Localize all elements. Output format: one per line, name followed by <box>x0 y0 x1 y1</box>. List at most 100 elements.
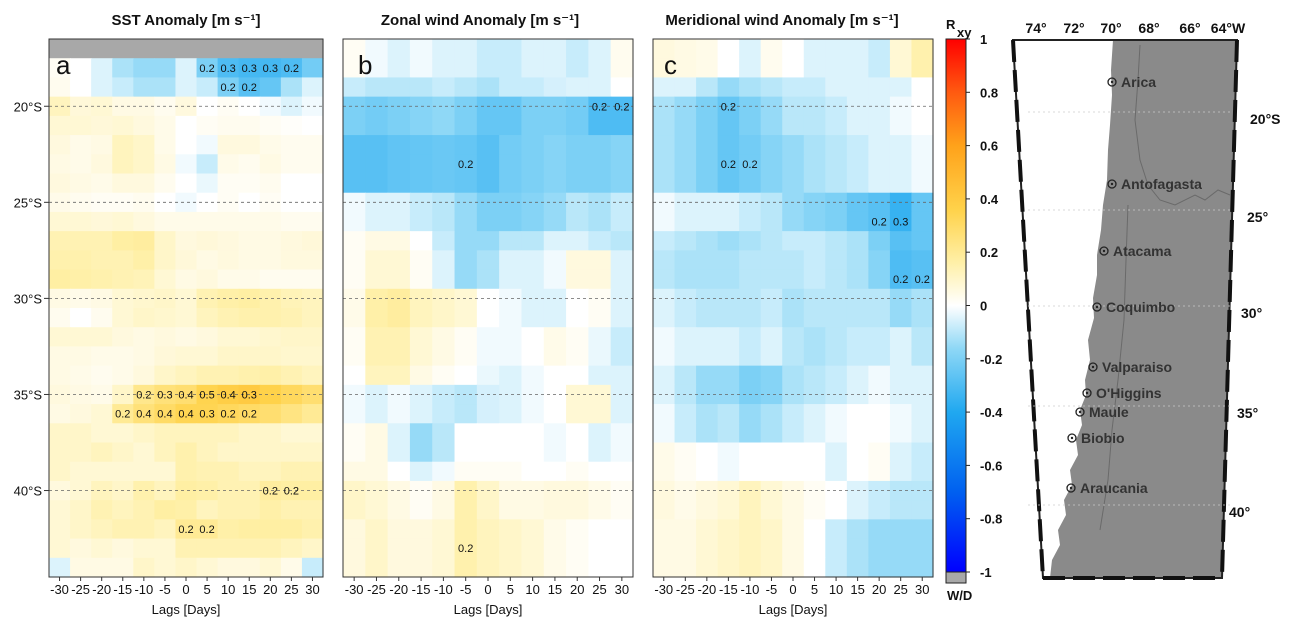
heatmap-cell <box>499 39 523 59</box>
heatmap-cell <box>409 269 433 290</box>
y-tick-label: 30°S <box>14 291 43 306</box>
heatmap-cell <box>175 58 198 79</box>
panel-a-heatmap: 0.2 0.3 0.3 0.3 0.2 0.2 0.2 0.2 0.3 0.4 0.5 0.4 0.3 0… <box>48 38 324 578</box>
heatmap-cell <box>739 500 762 520</box>
heatmap-cell <box>610 519 634 540</box>
heatmap-cell <box>259 288 282 309</box>
heatmap-cell <box>674 115 697 136</box>
heatmap-cell <box>653 442 676 463</box>
heatmap-cell <box>432 423 456 444</box>
heatmap-cell <box>301 154 324 175</box>
correlation-label: 0.2 <box>221 409 236 421</box>
heatmap-cell <box>49 500 71 520</box>
heatmap-cell <box>543 346 567 367</box>
x-tick-label: 0 <box>182 582 189 597</box>
heatmap-cell <box>387 404 411 424</box>
heatmap-cell <box>846 423 869 444</box>
heatmap-cell <box>70 404 92 424</box>
heatmap-cell <box>280 404 303 424</box>
heatmap-cell <box>499 442 523 463</box>
heatmap-cell <box>825 192 848 213</box>
heatmap-cell <box>259 154 282 175</box>
heatmap-cell <box>49 480 71 501</box>
heatmap-cell <box>238 346 261 367</box>
heatmap-cell <box>259 461 282 482</box>
correlation-label: 0.2 <box>178 524 193 536</box>
heatmap-cell <box>301 250 324 271</box>
heatmap-cell <box>454 154 478 175</box>
heatmap-cell <box>825 519 848 540</box>
heatmap-cell <box>782 538 805 559</box>
heatmap-cell <box>803 365 826 386</box>
place-marker <box>1107 179 1117 189</box>
panel-a-title: SST Anomaly [m s⁻¹] <box>111 12 260 29</box>
map-longitude-label: 74° <box>1025 20 1046 36</box>
heatmap-cell <box>499 58 523 79</box>
panel-b-title: Zonal wind Anomaly [m s⁻¹] <box>381 12 579 29</box>
x-tick-label: -25 <box>676 582 695 597</box>
heatmap-cell <box>280 173 303 194</box>
heatmap-cell <box>610 384 634 405</box>
heatmap-cell <box>653 77 676 98</box>
heatmap-cell <box>238 557 261 578</box>
heatmap-cell <box>259 250 282 271</box>
heatmap-cell <box>49 211 71 232</box>
heatmap-cell <box>301 58 324 79</box>
heatmap-cell <box>196 346 219 367</box>
heatmap-cell <box>91 423 113 444</box>
heatmap-cell <box>154 500 177 520</box>
heatmap-cell <box>825 308 848 328</box>
correlation-label: 0.2 <box>284 486 299 498</box>
heatmap-cell <box>499 404 523 424</box>
heatmap-cell <box>499 327 523 348</box>
heatmap-cell <box>653 115 676 136</box>
heatmap-cell <box>803 404 826 424</box>
heatmap-cell <box>175 269 198 290</box>
heatmap-cell <box>280 231 303 251</box>
x-tick-label: 20 <box>263 582 277 597</box>
heatmap-cell <box>889 173 913 194</box>
heatmap-cell <box>175 500 198 520</box>
heatmap-cell <box>739 231 762 251</box>
heatmap-cell <box>175 135 198 155</box>
heatmap-cell <box>280 135 303 155</box>
heatmap-cell <box>521 384 545 405</box>
heatmap-cell <box>343 96 366 117</box>
heatmap-cell <box>588 327 612 348</box>
panel-b-xlabel: Lags [Days] <box>454 602 523 617</box>
heatmap-cell <box>588 346 612 367</box>
heatmap-cell <box>432 442 456 463</box>
heatmap-cell <box>70 115 92 136</box>
heatmap-cell <box>387 519 411 540</box>
heatmap-cell <box>454 250 478 271</box>
place-marker-dot <box>1069 486 1073 490</box>
heatmap-cell <box>499 231 523 251</box>
heatmap-cell <box>49 423 71 444</box>
heatmap-cell <box>588 173 612 194</box>
heatmap-cell <box>387 346 411 367</box>
heatmap-cell <box>343 211 366 232</box>
heatmap-cell <box>175 461 198 482</box>
correlation-label: 0.4 <box>221 389 236 401</box>
heatmap-cell <box>543 423 567 444</box>
x-tick-label: -10 <box>741 582 760 597</box>
heatmap-cell <box>238 250 261 271</box>
heatmap-cell <box>588 308 612 328</box>
heatmap-cell <box>259 96 282 117</box>
heatmap-cell <box>70 557 92 578</box>
heatmap-cell <box>476 308 500 328</box>
heatmap-cell <box>454 423 478 444</box>
heatmap-cell <box>717 461 740 482</box>
heatmap-cell <box>846 231 869 251</box>
heatmap-cell <box>217 308 240 328</box>
correlation-label: 0.2 <box>221 82 236 94</box>
heatmap-cell <box>112 308 134 328</box>
heatmap-cell <box>543 231 567 251</box>
heatmap-cell <box>217 58 240 79</box>
heatmap-cell <box>343 154 366 175</box>
heatmap-cell <box>49 461 71 482</box>
heatmap-cell <box>476 365 500 386</box>
heatmap-cell <box>760 96 783 117</box>
heatmap-cell <box>454 538 478 559</box>
heatmap-cell <box>154 115 177 136</box>
